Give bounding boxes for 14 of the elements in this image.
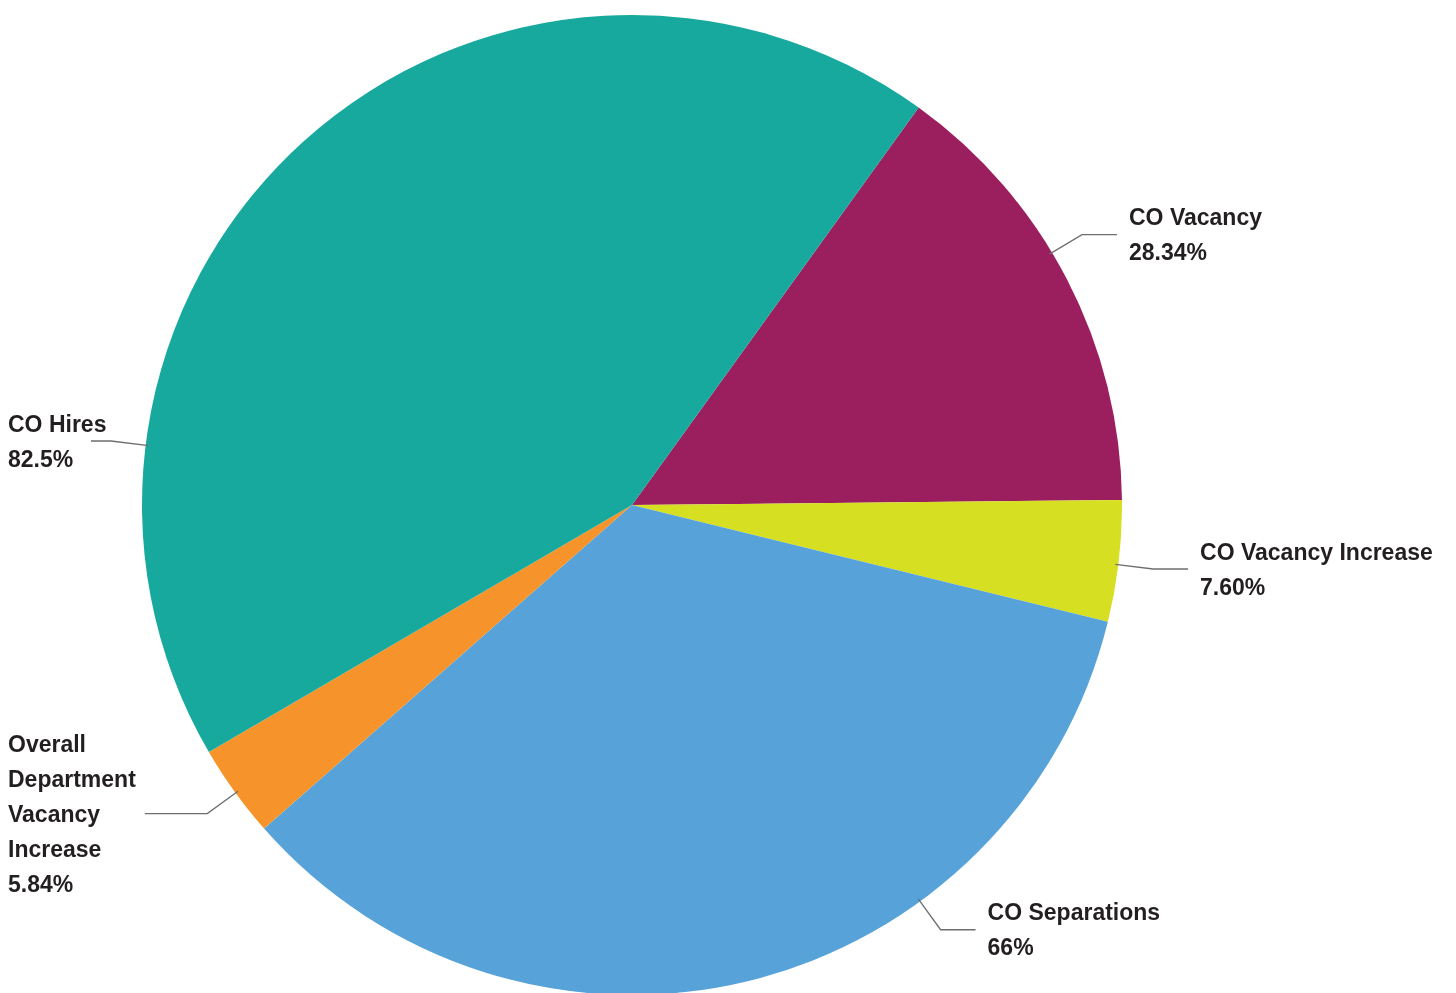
pie-slice	[142, 15, 919, 753]
slice-label: CO Separations	[987, 899, 1161, 926]
slice-label: CO Vacancy Increase	[1200, 538, 1433, 565]
slice-label: CO Hires	[8, 410, 107, 437]
pie-slice	[632, 107, 1122, 505]
pie-slice	[208, 505, 632, 829]
data-label: 82.5%	[8, 445, 74, 472]
data-label: 66%	[987, 934, 1034, 961]
slice-label: CO Vacancy	[1129, 204, 1263, 231]
data-label: 28.34%	[1129, 239, 1208, 266]
data-label: 5.84%	[8, 870, 74, 897]
data-label: 7.60%	[1200, 573, 1266, 600]
pie-slice	[632, 500, 1122, 622]
slice-label: Overall Department Vacancy Increase	[8, 730, 137, 862]
